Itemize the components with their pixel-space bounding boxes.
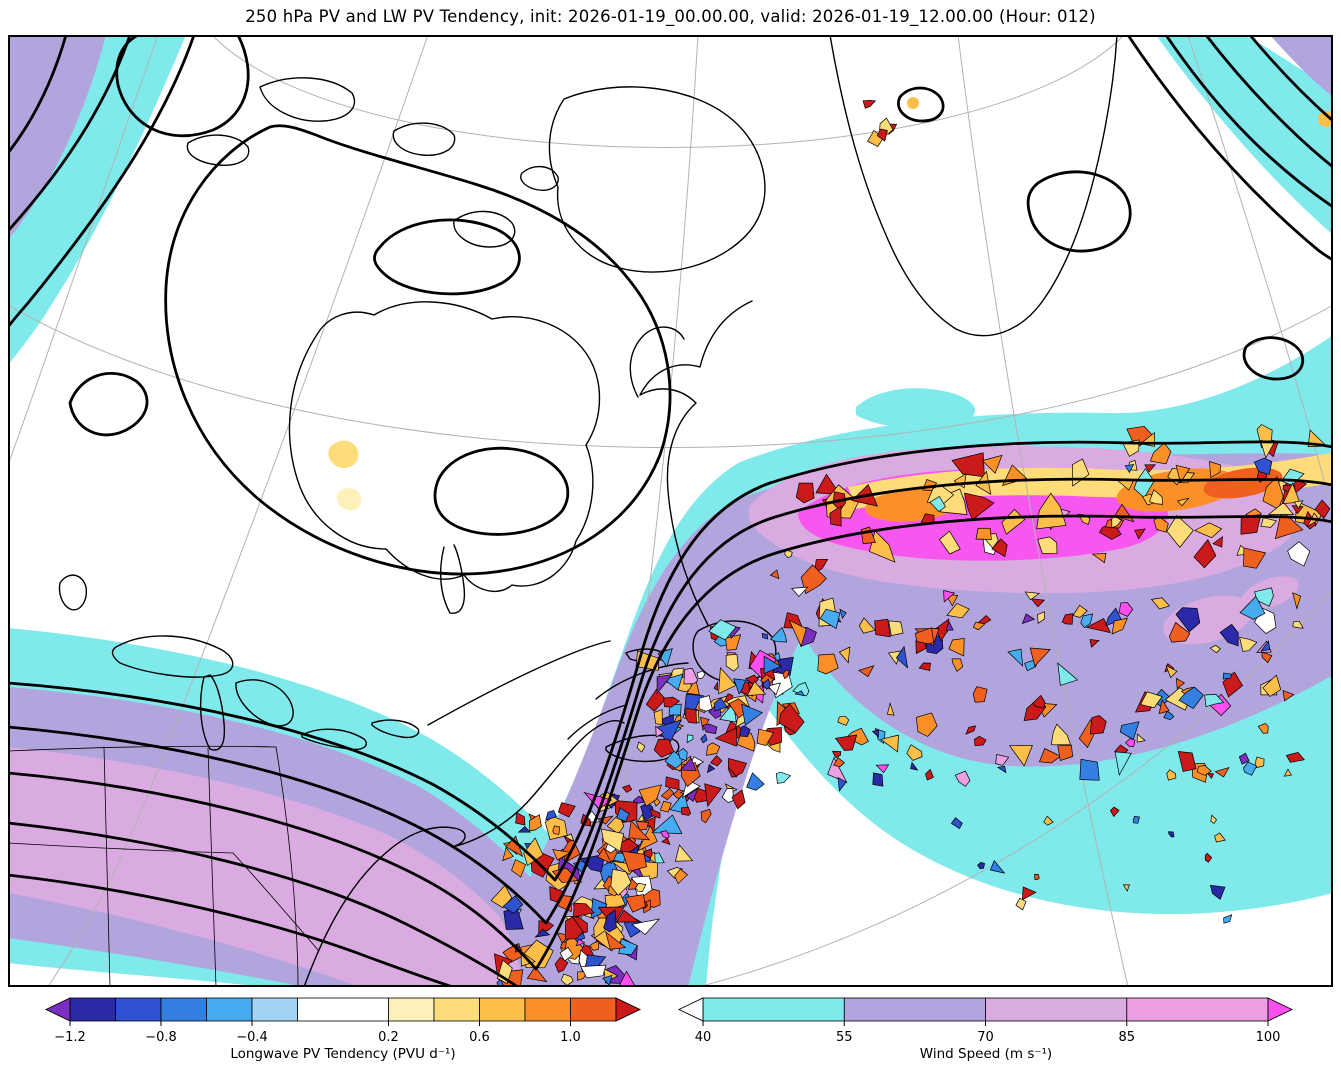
tick-label: 1.0 — [560, 1030, 581, 1045]
tick-label: 0.2 — [378, 1030, 399, 1045]
state-borders — [8, 745, 319, 987]
tick-label: 55 — [836, 1030, 853, 1045]
lwpv-colorbar-label: Longwave PV Tendency (PVU d⁻¹) — [230, 1046, 455, 1062]
tick-label: −1.2 — [54, 1030, 86, 1045]
tick-label: 100 — [1256, 1030, 1281, 1045]
tick-label: 0.6 — [469, 1030, 490, 1045]
colorbars: −1.2 −0.8 −0.4 0.2 0.6 1.0 40 55 70 85 100 Longwa… — [44, 997, 1294, 1062]
windspeed-colorbar-label: Wind Speed (m s⁻¹) — [920, 1046, 1052, 1062]
tick-label: −0.8 — [145, 1030, 177, 1045]
tick-label: 70 — [977, 1030, 994, 1045]
tick-label: 85 — [1118, 1030, 1135, 1045]
lwpv-colorbar: −1.2 −0.8 −0.4 0.2 0.6 1.0 — [44, 997, 642, 1045]
graticule-lines — [8, 35, 1333, 987]
plot-title: 250 hPa PV and LW PV Tendency, init: 202… — [245, 7, 1096, 26]
tick-label: 40 — [695, 1030, 712, 1045]
tick-label: −0.4 — [236, 1030, 268, 1045]
windspeed-colorbar: 40 55 70 85 100 — [677, 997, 1294, 1045]
pv-contours — [8, 35, 1333, 987]
weather-map — [8, 35, 1333, 987]
map-frame — [8, 35, 1333, 987]
pv-tendency-speckles — [490, 100, 1331, 987]
